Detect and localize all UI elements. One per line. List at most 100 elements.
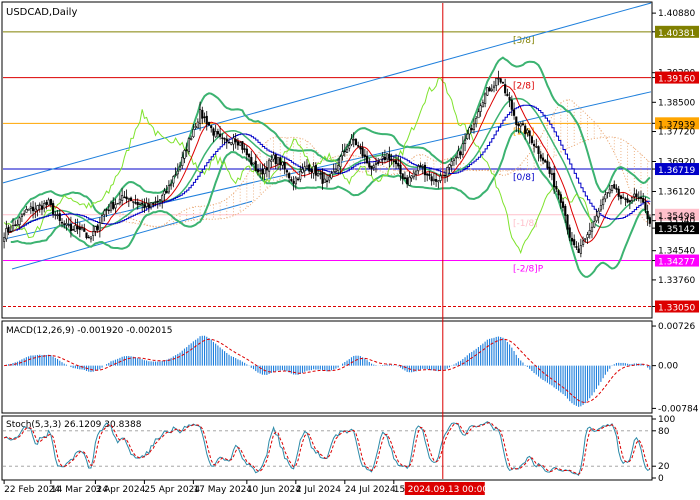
candle-body: [288, 173, 291, 179]
candle-body: [544, 159, 547, 163]
candle-body: [468, 127, 471, 135]
candle-body: [590, 226, 594, 232]
candle-body: [254, 160, 257, 171]
candle-body: [401, 173, 404, 179]
candle-body: [3, 237, 6, 242]
candle-body: [584, 238, 587, 240]
channel-upper: [2, 2, 652, 184]
candle-body: [630, 196, 634, 202]
candle-body: [89, 236, 93, 240]
candle-body: [366, 155, 369, 164]
candle-body: [626, 198, 629, 203]
candle-body: [593, 221, 596, 228]
candle-body: [181, 157, 184, 166]
candle-body: [183, 150, 186, 159]
stoch-main-line: [3, 421, 651, 476]
stoch-tick-label: 100: [658, 415, 675, 425]
candle-body: [406, 177, 409, 185]
candle-body: [586, 234, 589, 239]
candle-body: [69, 223, 72, 232]
price-tag-label: 1.33050: [658, 304, 695, 314]
candle-body: [421, 166, 424, 168]
candle-body: [390, 158, 393, 161]
candle-body: [479, 105, 482, 112]
candle-body: [639, 197, 643, 199]
candle-body: [85, 232, 88, 238]
candle-body: [437, 180, 440, 183]
price-tag-bg: [655, 222, 699, 235]
candle-body: [87, 236, 90, 239]
candle-body: [78, 227, 81, 230]
candle-body: [506, 93, 509, 97]
candle-body: [553, 172, 556, 188]
candle-body: [528, 130, 531, 137]
symbol-label: USDCAD,Daily: [6, 7, 77, 18]
candle-body: [408, 176, 411, 186]
candle-body: [492, 85, 496, 89]
candle-body: [361, 147, 364, 157]
candle-body: [475, 117, 478, 125]
candle-body: [63, 223, 66, 225]
candle-body: [608, 188, 611, 194]
candle-body: [635, 193, 638, 198]
candle-body: [330, 173, 333, 179]
price-tick-label: 1.35340: [658, 217, 695, 227]
candle-body: [34, 208, 37, 212]
macd-tick-label: -0.00784: [658, 404, 699, 414]
candle-body: [368, 162, 371, 168]
macd-label: MACD(12,26,9) -0.001920 -0.002015: [6, 326, 172, 336]
candle-body: [435, 178, 438, 182]
candle-body: [196, 121, 199, 129]
candle-body: [448, 164, 451, 168]
candle-body: [60, 222, 64, 224]
candle-body: [345, 149, 349, 153]
stoch-panel: Stoch(5,3,3) 26.1209 30.8388 100 80 20 0: [1, 415, 675, 484]
price-tick-label: 1.36120: [658, 187, 695, 197]
cloud-span-b: [119, 136, 651, 227]
candle-body: [23, 213, 26, 215]
candle-body: [323, 178, 326, 183]
candle-body: [141, 202, 144, 205]
price-tag-bg: [655, 254, 699, 267]
candle-body: [256, 169, 260, 173]
candle-body: [386, 153, 389, 160]
channel-lower: [11, 200, 253, 270]
bollinger-upper: [10, 56, 651, 224]
candle-body: [644, 202, 647, 210]
candle-body: [36, 205, 39, 211]
candle-body: [646, 210, 649, 220]
candle-body: [604, 194, 607, 200]
murrey-label-3: [0/8]: [513, 173, 535, 183]
candle-body: [156, 200, 159, 203]
candle-body: [47, 199, 50, 206]
candle-body: [221, 137, 224, 139]
candle-body: [172, 176, 175, 184]
candle-body: [283, 161, 286, 170]
macd-axis: 0.00726 0.00 -0.00784: [652, 322, 699, 414]
candle-body: [236, 141, 240, 146]
time-highlight-label: 2024.09.13 00:00: [408, 485, 489, 495]
candle-body: [397, 162, 400, 167]
candle-body: [599, 205, 602, 211]
candle-body: [510, 99, 513, 110]
candle-body: [615, 187, 618, 190]
candle-body: [198, 109, 202, 124]
time-tick-label: 25 Apr 2024: [144, 485, 200, 495]
candle-body: [252, 162, 255, 165]
candle-body: [9, 230, 12, 233]
macd-tick-label: 0.00: [658, 362, 678, 372]
candle-body: [377, 161, 380, 164]
candle-body: [129, 197, 133, 202]
candle-body: [579, 245, 582, 254]
price-tag-bg: [655, 71, 699, 84]
candle-body: [648, 217, 651, 224]
candle-body: [270, 159, 273, 162]
candle-body: [328, 176, 331, 181]
price-tag-bg: [655, 163, 699, 176]
candle-body: [350, 138, 353, 145]
candle-body: [357, 145, 360, 147]
candle-body: [18, 217, 21, 225]
candle-body: [526, 129, 529, 134]
candle-body: [555, 186, 558, 190]
